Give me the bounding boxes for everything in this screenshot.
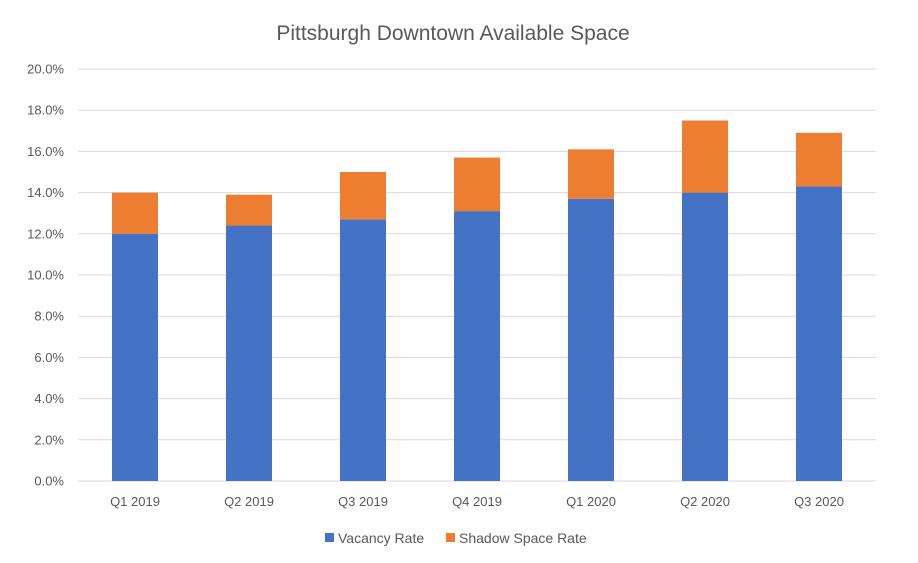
x-tick-label: Q2 2019: [224, 494, 274, 509]
bar-shadow-space-rate: [682, 120, 728, 193]
legend: Vacancy Rate Shadow Space Rate: [325, 530, 587, 546]
y-tick-label: 16.0%: [27, 144, 64, 159]
bar-shadow-space-rate: [226, 194, 272, 226]
y-tick-label: 10.0%: [27, 268, 64, 283]
bar-vacancy-rate: [682, 192, 728, 481]
chart-title: Pittsburgh Downtown Available Space: [276, 22, 629, 45]
legend-label: Shadow Space Rate: [459, 530, 587, 546]
x-tick-label: Q2 2020: [680, 494, 730, 509]
bar-shadow-space-rate: [454, 157, 500, 212]
y-axis: 0.0% 2.0% 4.0% 6.0% 8.0% 10.0% 12.0% 14.0% 16.0%…: [27, 62, 64, 489]
x-tick-label: Q3 2020: [794, 494, 844, 509]
bar-shadow-space-rate: [112, 192, 158, 234]
bar-vacancy-rate: [796, 186, 842, 482]
y-tick-label: 4.0%: [34, 391, 64, 406]
bar-shadow-space-rate: [568, 149, 614, 199]
bar-vacancy-rate: [340, 219, 386, 481]
x-axis: Q1 2019 Q2 2019 Q3 2019 Q4 2019 Q1 2020 Q2 20…: [110, 494, 844, 509]
y-tick-label: 6.0%: [34, 350, 64, 365]
y-tick-label: 14.0%: [27, 185, 64, 200]
legend-swatch: [446, 533, 455, 542]
bar-vacancy-rate: [568, 198, 614, 481]
x-tick-label: Q1 2019: [110, 494, 160, 509]
bar-vacancy-rate: [112, 233, 158, 481]
bar-shadow-space-rate: [796, 132, 842, 187]
y-tick-label: 8.0%: [34, 309, 64, 324]
x-tick-label: Q1 2020: [566, 494, 616, 509]
legend-label: Vacancy Rate: [338, 530, 424, 546]
bar-vacancy-rate: [454, 211, 500, 481]
y-tick-label: 20.0%: [27, 62, 64, 77]
y-tick-label: 2.0%: [34, 432, 64, 447]
bar-shadow-space-rate: [340, 172, 386, 220]
y-tick-label: 0.0%: [34, 474, 64, 489]
x-tick-label: Q4 2019: [452, 494, 502, 509]
bars: [112, 120, 842, 482]
legend-swatch: [325, 533, 334, 542]
bar-vacancy-rate: [226, 225, 272, 481]
x-tick-label: Q3 2019: [338, 494, 388, 509]
y-tick-label: 18.0%: [27, 103, 64, 118]
y-tick-label: 12.0%: [27, 226, 64, 241]
